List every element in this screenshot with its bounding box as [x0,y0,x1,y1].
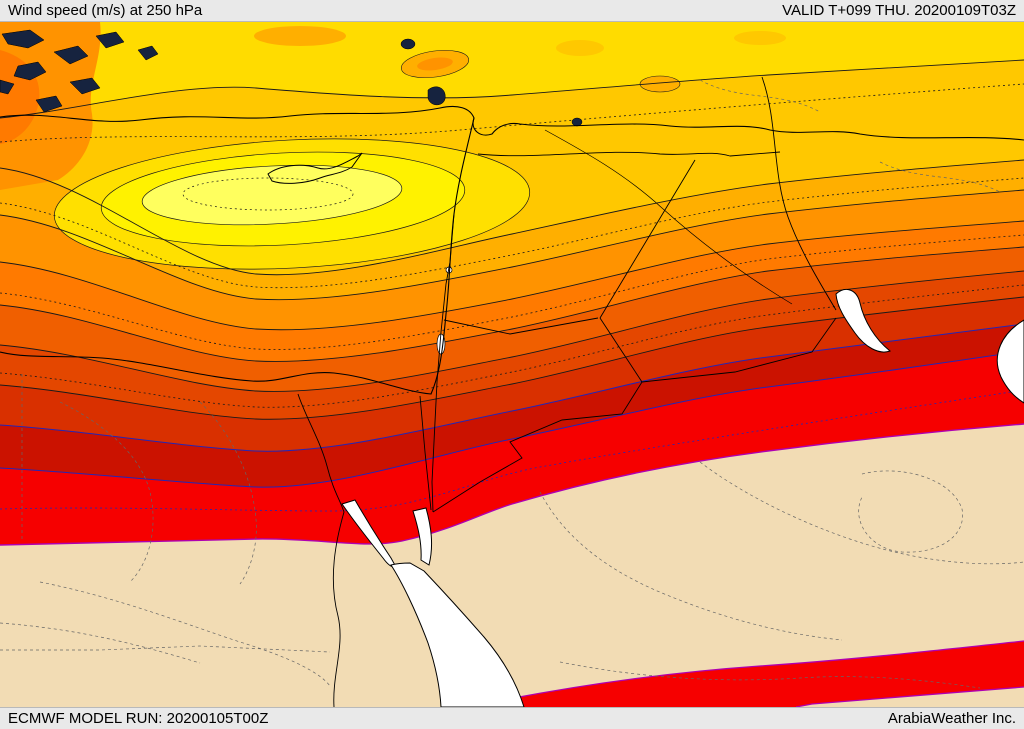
country-borders [419,76,837,513]
contour-line-dotted [0,83,1024,143]
top-gold-patch-2 [734,31,786,45]
admin-line [699,461,1024,565]
contour-line [0,189,1024,301]
contour-line-dotted [0,177,1024,289]
admin-line [858,470,963,553]
island [53,45,89,65]
contour-line [0,246,1024,362]
border-jordan-saudi [432,317,643,513]
island [13,61,47,81]
admin-line [59,401,154,583]
euphrates-river [544,129,793,305]
border-iraq-iran [761,76,837,311]
red-sea [390,562,525,707]
border-jordan-valley [431,213,455,513]
island [137,45,159,61]
contour-line [0,270,1024,392]
jet-core-dotted-contour [182,177,354,211]
admin-boundaries [0,79,1024,689]
border-egypt-israel [419,395,432,511]
credit-label: ArabiaWeather Inc. [887,710,1016,727]
header-bar: Wind speed (m/s) at 250 hPa VALID T+099 … [0,0,1024,22]
map-canvas [0,22,1024,707]
top-gold-patch-1 [556,40,604,56]
anatolia-coastline [0,105,1024,141]
secondary-red-band [467,640,1024,707]
island [69,77,101,95]
border-iraq-saudi [641,317,837,383]
contour-line-dotted [0,234,1024,350]
secondary-red-band-edge [795,686,1024,707]
footer-bar: ECMWF MODEL RUN: 20200105T00Z ArabiaWeat… [0,707,1024,729]
top-orange-patch-1 [254,26,346,46]
lake [400,38,416,50]
admin-line [0,622,201,664]
map-title: Wind speed (m/s) at 250 hPa [8,2,203,19]
model-run-label: ECMWF MODEL RUN: 20200105T00Z [8,710,269,727]
contour-line [0,59,1024,119]
border-syria-jordan [443,317,599,335]
admin-line [559,661,981,689]
lakes-and-islands [0,29,583,127]
island [95,31,125,49]
contour-line [0,159,1024,276]
jet-core-bright [141,164,403,226]
contour-line-magenta [0,423,1024,546]
top-orange-patch-2-core [417,57,453,71]
admin-line [539,491,843,641]
lake [571,117,583,127]
border-turkey-syria [477,151,781,157]
border-syria-iraq [599,159,696,319]
gulf-inlet-east [996,319,1024,404]
admin-line [0,645,331,653]
secondary-red-band-edge [467,640,1024,707]
gulf-inlet-west [835,288,892,353]
admin-line [699,79,821,113]
contour-line-dotted-blue [0,389,1024,512]
admin-line [879,161,1001,193]
wind-band-low-land [0,424,1024,707]
island [1,29,45,49]
admin-line [199,401,257,585]
nile-river [297,393,345,707]
cyprus-coastline [267,152,363,184]
admin-line [39,581,331,687]
valid-time-label: VALID T+099 THU. 20200109T03Z [782,2,1016,19]
rivers [297,129,793,707]
gulf-of-aqaba [412,507,433,566]
water-bodies [341,266,1024,707]
wind-bands [0,60,1024,707]
secondary-red-band-fill [468,641,1024,707]
contour-line-blue [0,323,1024,452]
island [35,95,63,113]
top-orange-patch-3 [639,75,681,93]
contour-line [0,220,1024,331]
island [0,79,15,95]
lake [427,86,446,106]
contour-line-blue [0,350,1024,488]
